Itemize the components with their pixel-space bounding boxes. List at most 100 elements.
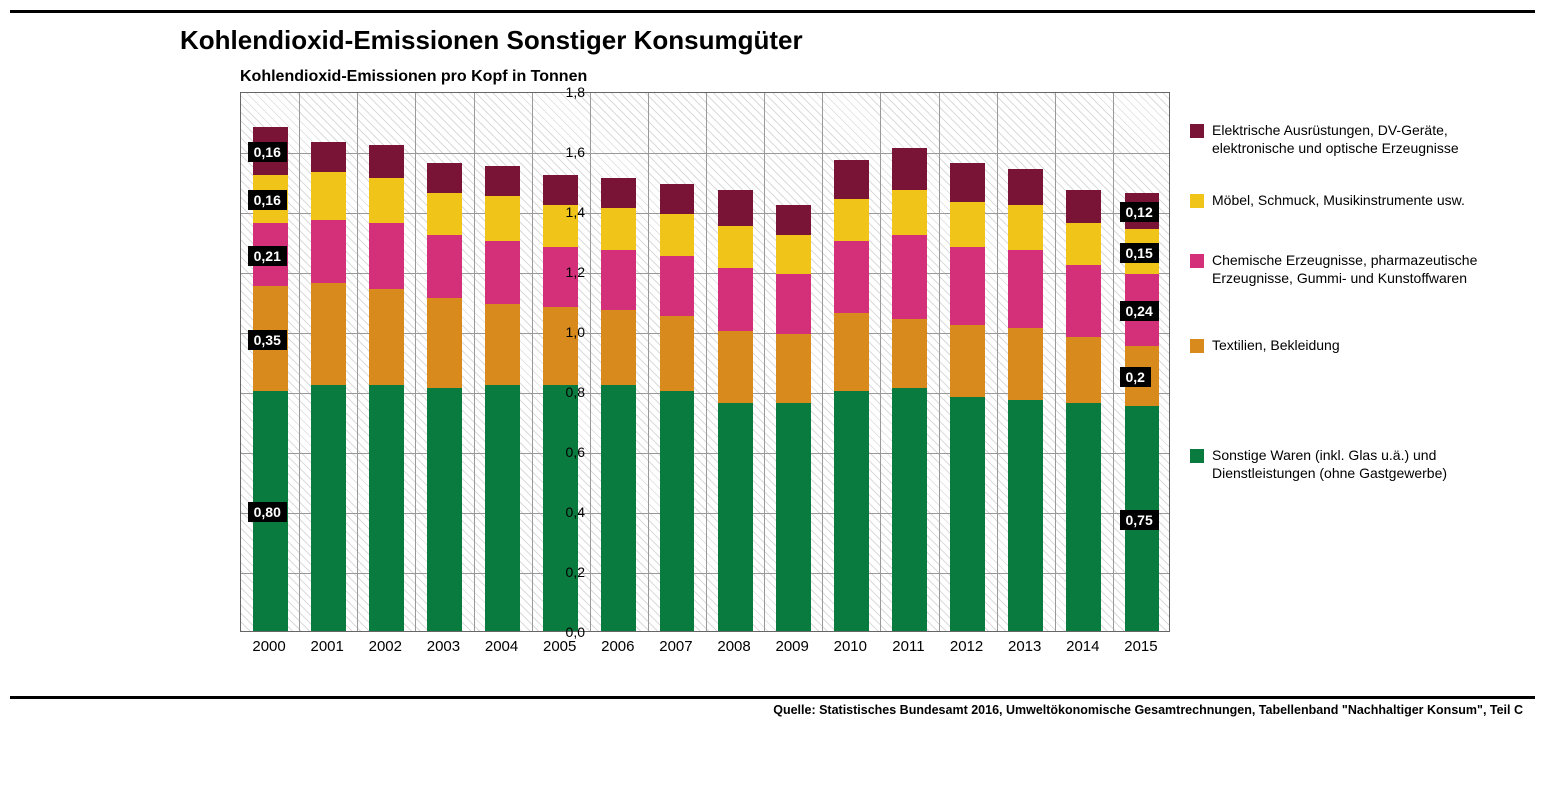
bar-column: [485, 166, 520, 631]
bar-segment-textil: [718, 331, 753, 403]
bar-segment-sonstige: [601, 385, 636, 631]
bar-segment-chemie: [427, 235, 462, 298]
gridline-v: [415, 93, 416, 631]
bar-segment-textil: [1066, 337, 1101, 403]
bar-segment-sonstige: [834, 391, 869, 631]
source-text: Quelle: Statistisches Bundesamt 2016, Um…: [10, 699, 1535, 717]
bar-segment-elektro: [834, 160, 869, 199]
data-label: 0,24: [1120, 301, 1159, 321]
bar-segment-sonstige: [485, 385, 520, 631]
xtick-label: 2005: [543, 638, 576, 655]
bar-segment-elektro: [660, 184, 695, 214]
bar-segment-moebel: [892, 190, 927, 235]
bar-segment-moebel: [950, 202, 985, 247]
xtick-label: 2004: [485, 638, 518, 655]
bar-column: [543, 175, 578, 631]
xtick-label: 2000: [252, 638, 285, 655]
gridline-v: [357, 93, 358, 631]
ytick-label: 0,4: [545, 504, 585, 520]
xtick-label: 2012: [950, 638, 983, 655]
bar-column: [1066, 190, 1101, 631]
bar-segment-moebel: [427, 193, 462, 235]
chart-subtitle: Kohlendioxid-Emissionen pro Kopf in Tonn…: [10, 62, 1535, 92]
bar-segment-chemie: [718, 268, 753, 331]
ytick-label: 1,6: [545, 144, 585, 160]
bar-column: [427, 163, 462, 631]
ytick-label: 0,6: [545, 444, 585, 460]
gridline-v: [1055, 93, 1056, 631]
xtick-label: 2008: [717, 638, 750, 655]
bar-segment-moebel: [834, 199, 869, 241]
data-label: 0,16: [248, 142, 287, 162]
xtick-label: 2007: [659, 638, 692, 655]
data-label: 0,35: [248, 330, 287, 350]
bar-column: [660, 184, 695, 631]
gridline-v: [299, 93, 300, 631]
bar-segment-moebel: [311, 172, 346, 220]
xtick-label: 2013: [1008, 638, 1041, 655]
bar-segment-elektro: [311, 142, 346, 172]
bar-segment-sonstige: [776, 403, 811, 631]
bar-segment-moebel: [369, 178, 404, 223]
gridline-v: [590, 93, 591, 631]
bar-segment-textil: [601, 310, 636, 385]
ytick-label: 1,8: [545, 84, 585, 100]
legend-swatch: [1190, 124, 1204, 138]
ytick-label: 1,0: [545, 324, 585, 340]
chart: Elektrische Ausrüstungen, DV-Geräte, ele…: [200, 92, 1520, 672]
legend-item-chemie: Chemische Erzeugnisse, pharmazeutische E…: [1190, 252, 1490, 287]
legend-label: Möbel, Schmuck, Musikinstrumente usw.: [1212, 192, 1465, 210]
xtick-label: 2010: [834, 638, 867, 655]
bar-segment-sonstige: [1066, 403, 1101, 631]
bar-segment-chemie: [660, 256, 695, 316]
legend-item-moebel: Möbel, Schmuck, Musikinstrumente usw.: [1190, 192, 1465, 210]
bar-segment-moebel: [718, 226, 753, 268]
gridline-v: [1113, 93, 1114, 631]
gridline-v: [880, 93, 881, 631]
bar-segment-moebel: [485, 196, 520, 241]
bar-segment-sonstige: [718, 403, 753, 631]
ytick-label: 0,8: [545, 384, 585, 400]
ytick-label: 0,2: [545, 564, 585, 580]
data-label: 0,16: [248, 190, 287, 210]
bar-segment-textil: [660, 316, 695, 391]
legend-swatch: [1190, 449, 1204, 463]
bar-segment-chemie: [485, 241, 520, 304]
xtick-label: 2015: [1124, 638, 1157, 655]
gridline-v: [474, 93, 475, 631]
bar-segment-moebel: [601, 208, 636, 250]
legend-label: Textilien, Bekleidung: [1212, 337, 1340, 355]
bar-segment-sonstige: [427, 388, 462, 631]
bar-column: [601, 178, 636, 631]
data-label: 0,2: [1120, 367, 1151, 387]
bar-segment-elektro: [1008, 169, 1043, 205]
bar-segment-elektro: [543, 175, 578, 205]
bar-segment-textil: [892, 319, 927, 388]
xtick-label: 2014: [1066, 638, 1099, 655]
bar-segment-moebel: [776, 235, 811, 274]
ytick-label: 1,2: [545, 264, 585, 280]
ytick-label: 1,4: [545, 204, 585, 220]
bar-segment-elektro: [601, 178, 636, 208]
bar-column: [834, 160, 869, 631]
gridline-v: [822, 93, 823, 631]
xtick-label: 2006: [601, 638, 634, 655]
bar-segment-sonstige: [660, 391, 695, 631]
legend-label: Sonstige Waren (inkl. Glas u.ä.) und Die…: [1212, 447, 1490, 482]
bar-segment-textil: [543, 307, 578, 385]
xtick-label: 2003: [427, 638, 460, 655]
data-label: 0,75: [1120, 510, 1159, 530]
bar-segment-chemie: [892, 235, 927, 319]
xtick-label: 2002: [369, 638, 402, 655]
xtick-label: 2009: [776, 638, 809, 655]
bar-segment-chemie: [311, 220, 346, 283]
bar-column: [1008, 169, 1043, 631]
bar-segment-textil: [485, 304, 520, 385]
bar-column: [311, 142, 346, 631]
data-label: 0,12: [1120, 202, 1159, 222]
xtick-label: 2001: [311, 638, 344, 655]
bar-segment-elektro: [950, 163, 985, 202]
bar-segment-sonstige: [311, 385, 346, 631]
bar-segment-moebel: [660, 214, 695, 256]
bar-segment-elektro: [427, 163, 462, 193]
